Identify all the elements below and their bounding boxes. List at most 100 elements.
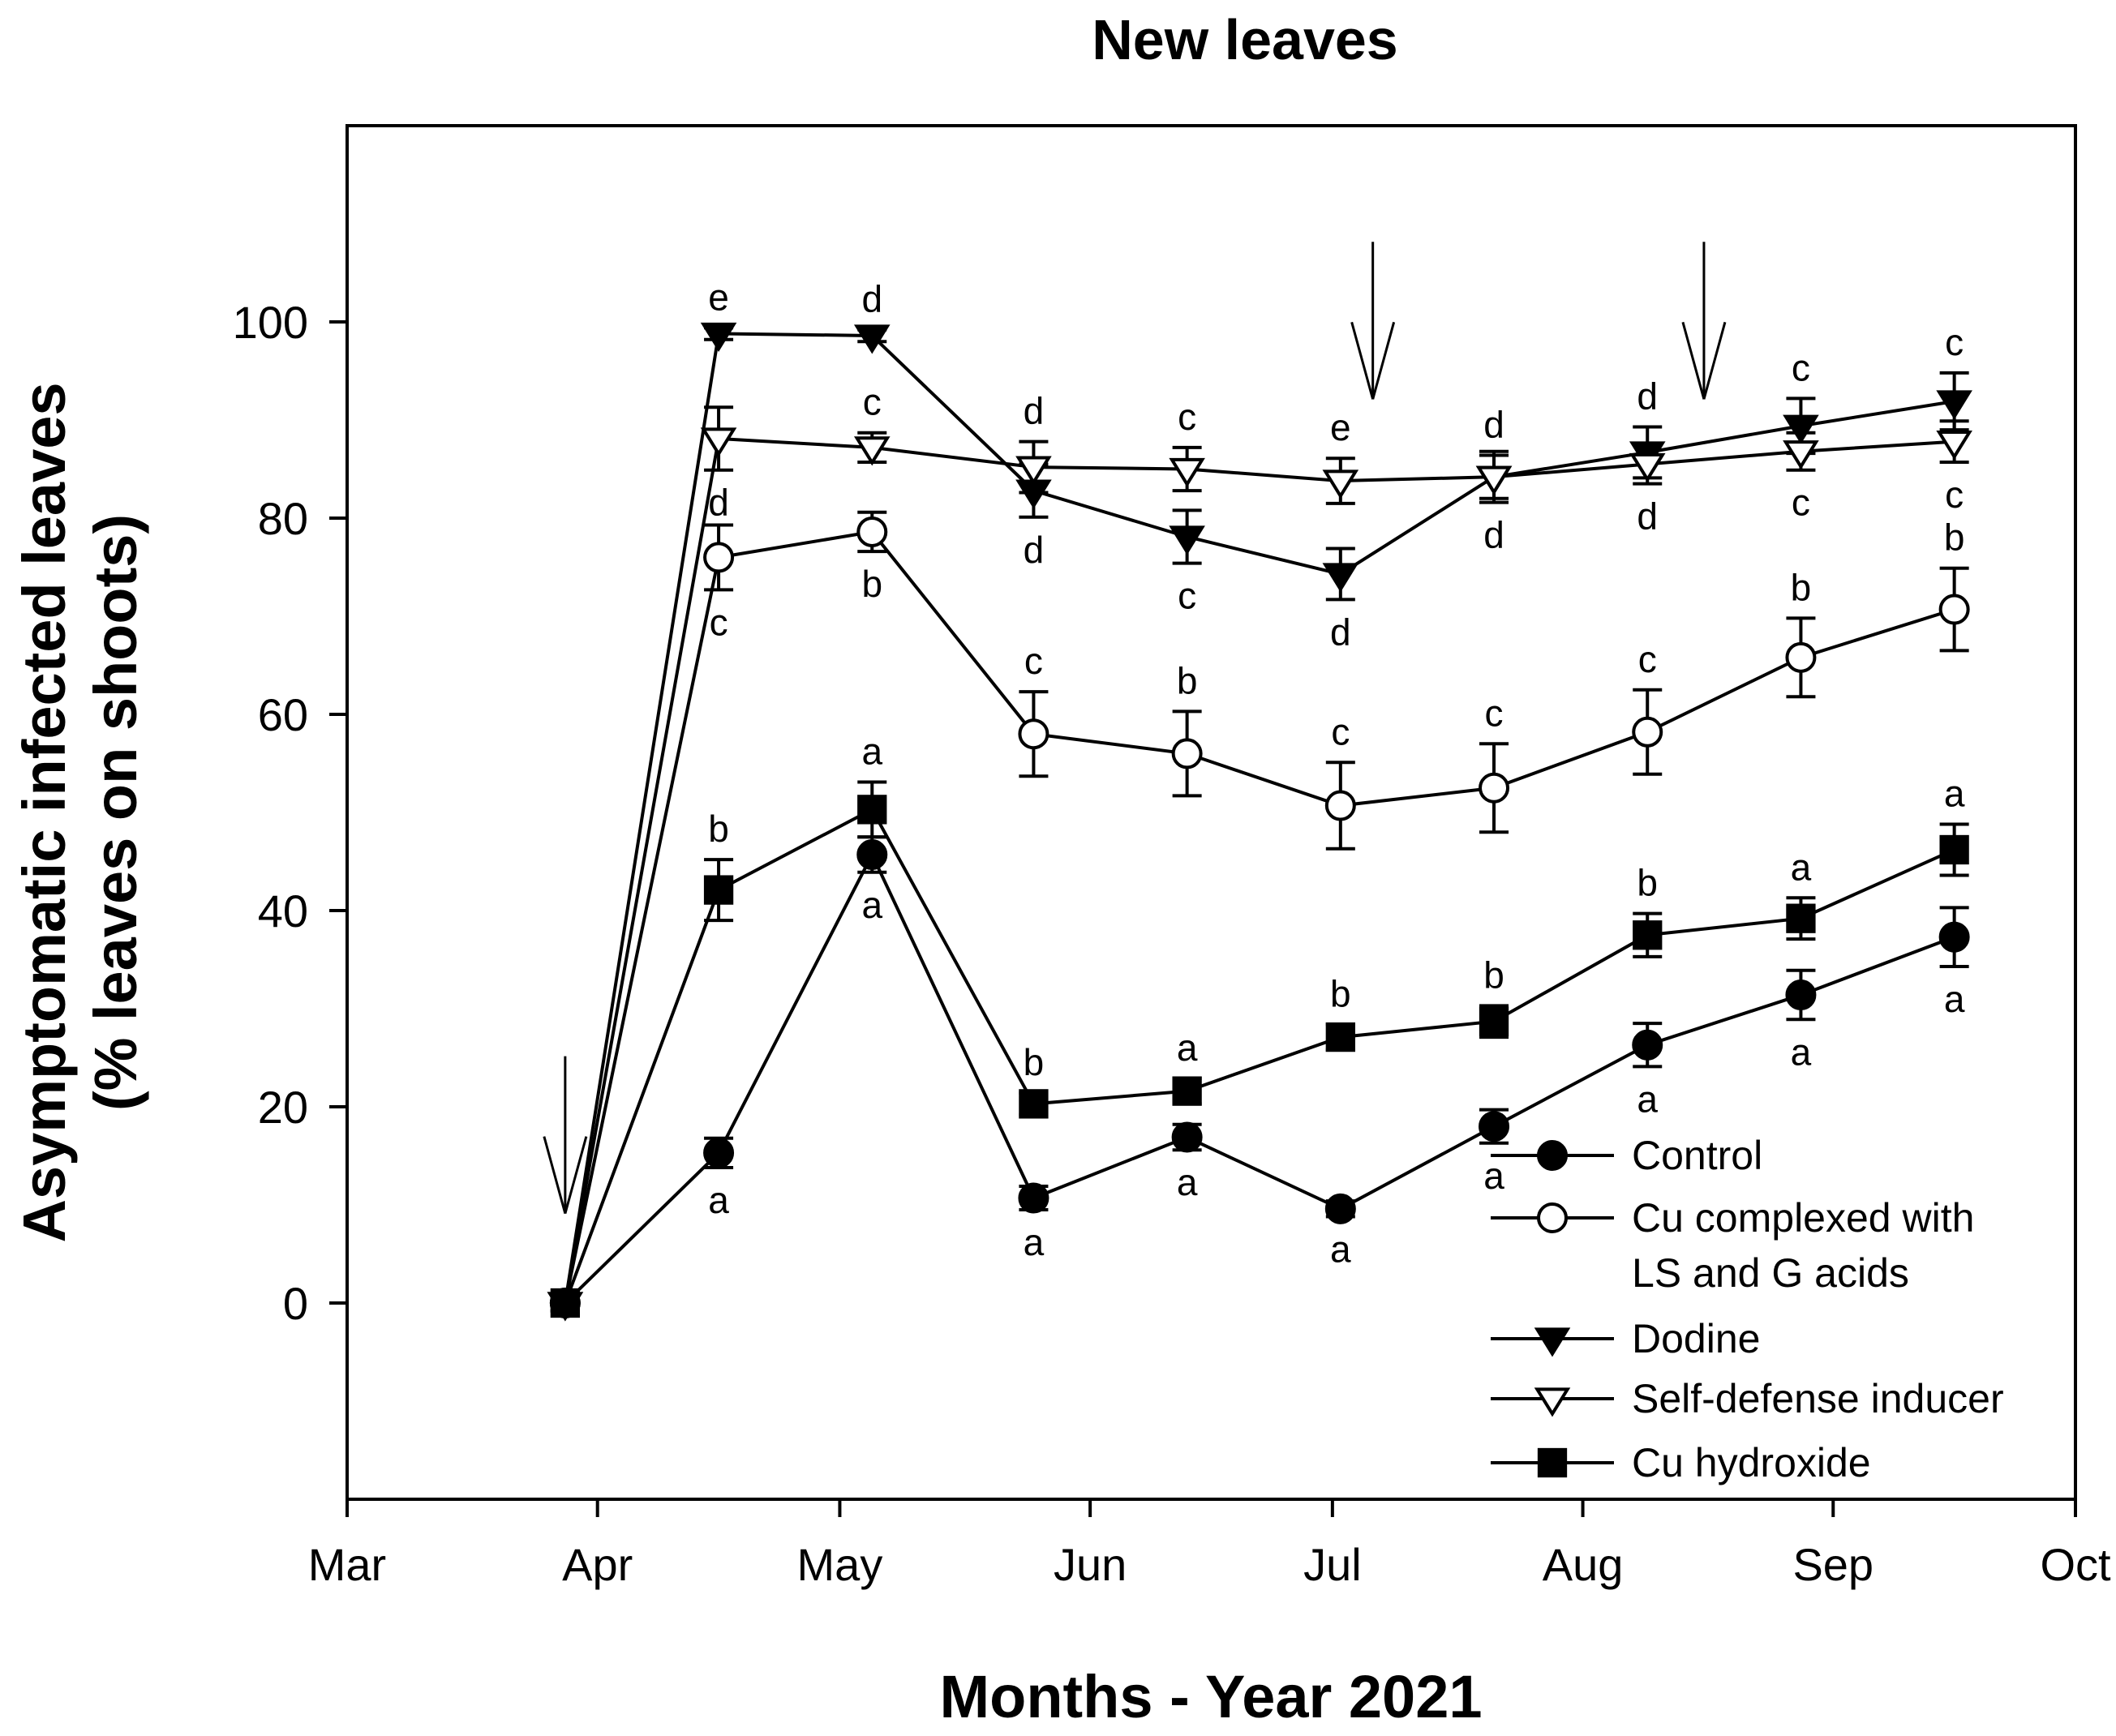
arrow-head-left <box>543 1136 567 1214</box>
legend-marker <box>1537 1202 1568 1233</box>
legend: Control Cu complexed with LS and G acids Do… <box>1491 1133 2004 1485</box>
legend-entry: Control <box>1491 1133 1762 1178</box>
x-tick-label: Jul <box>1303 1539 1362 1590</box>
data-point <box>1786 903 1816 933</box>
significance-letter: c <box>1792 346 1810 388</box>
plot-frame <box>346 124 2077 1501</box>
data-point <box>1019 1089 1049 1119</box>
significance-letter: b <box>861 563 882 605</box>
data-point <box>1783 414 1819 444</box>
data-point <box>1325 1022 1355 1052</box>
y-axis-title-line-2: (% leaves on shoots) <box>82 514 149 1111</box>
x-tick-label: Oct <box>2040 1539 2111 1590</box>
data-point <box>703 1137 735 1168</box>
data-point <box>853 436 891 466</box>
arrow-head-right <box>1702 321 1727 400</box>
data-point <box>1018 718 1049 750</box>
legend-marker <box>1534 1387 1571 1417</box>
x-tick-label: Apr <box>562 1539 633 1590</box>
treatment-arrows <box>543 242 1727 1214</box>
data-point <box>856 516 888 547</box>
data-point <box>1171 738 1203 769</box>
legend-entry: Cu complexed with LS and G acids <box>1491 1195 1974 1296</box>
data-point <box>1171 1121 1203 1153</box>
significance-letter: b <box>708 808 729 850</box>
y-tick-label: 80 <box>258 493 308 544</box>
data-point <box>856 839 888 871</box>
significance-letter: c <box>1024 640 1043 682</box>
significance-letter: a <box>1483 1155 1504 1197</box>
chart-title: New leaves <box>1092 8 1397 71</box>
arrow-head-right <box>564 1136 588 1214</box>
series-line <box>563 807 1955 1304</box>
data-point <box>1785 979 1817 1011</box>
significance-letter: c <box>1178 396 1196 438</box>
y-tick-label: 100 <box>233 297 308 348</box>
significance-letter: d <box>1330 611 1351 653</box>
significance-letter: d <box>861 278 882 320</box>
x-tick-label: Mar <box>308 1539 386 1590</box>
legend-marker <box>1537 1447 1568 1478</box>
significance-letter: a <box>1944 978 1965 1020</box>
significance-letter: c <box>1485 692 1504 734</box>
treatment-arrow <box>1681 242 1727 400</box>
significance-letter: a <box>1177 1027 1198 1069</box>
significance-letter: d <box>1024 390 1045 432</box>
significance-letter: a <box>1791 846 1812 888</box>
data-point <box>1479 1111 1510 1142</box>
significance-letter: c <box>1945 474 1964 516</box>
data-point <box>1783 440 1819 470</box>
legend-label: Dodine <box>1632 1316 1760 1361</box>
y-tick-label: 60 <box>258 689 308 740</box>
data-point <box>1322 469 1359 499</box>
significance-letter: a <box>708 1179 729 1221</box>
significance-letter: a <box>1177 1161 1198 1203</box>
significance-letter: a <box>1637 1078 1658 1120</box>
data-point <box>1015 456 1052 486</box>
significance-letter: b <box>1330 972 1351 1014</box>
data-point <box>1936 431 1972 461</box>
significance-letter: a <box>1791 1031 1812 1073</box>
x-axis-title: Months - Year 2021 <box>939 1663 1482 1730</box>
significance-letter: d <box>1637 495 1658 538</box>
data-point <box>700 322 737 353</box>
data-point <box>550 1288 581 1318</box>
legend-entry: Cu hydroxide <box>1491 1440 1871 1485</box>
y-tick-label: 20 <box>258 1082 308 1133</box>
significance-letter: c <box>710 601 728 643</box>
series-line <box>564 851 1955 1305</box>
significance-letter: a <box>861 730 882 772</box>
data-point <box>1479 772 1510 804</box>
legend-marker <box>1534 1327 1571 1357</box>
series-cu-hydroxide: b a b a b b b a a <box>550 730 1969 1318</box>
data-point <box>1169 525 1205 555</box>
significance-letter: c <box>1178 575 1196 617</box>
data-point <box>1172 1076 1202 1106</box>
series-self-defense-inducer: d c d c e d d c c <box>547 381 1972 1322</box>
significance-letter: c <box>863 381 882 423</box>
data-point <box>1322 563 1359 593</box>
x-tick-label: Aug <box>1543 1539 1624 1590</box>
significance-letter: d <box>708 482 729 524</box>
legend-label: Control <box>1632 1133 1762 1178</box>
significance-letter: c <box>1638 638 1657 680</box>
significance-letter: d <box>1637 375 1658 417</box>
significance-letter: d <box>1483 404 1504 446</box>
data-point <box>1479 1006 1509 1036</box>
legend-marker <box>1537 1140 1568 1171</box>
x-tick-label: May <box>797 1539 883 1590</box>
significance-letter: b <box>1791 566 1812 608</box>
data-point <box>1939 834 1969 865</box>
significance-letter: b <box>1024 1041 1045 1083</box>
x-tick-label: Jun <box>1054 1539 1127 1590</box>
arrow-head-left <box>1681 321 1706 400</box>
treatment-arrow <box>543 1056 588 1214</box>
significance-letter: a <box>1024 1221 1045 1263</box>
significance-letter: c <box>1945 321 1964 363</box>
significance-letter: b <box>1177 659 1198 701</box>
data-point <box>700 427 737 457</box>
series-control: a a a a a a a a a <box>549 835 1970 1318</box>
